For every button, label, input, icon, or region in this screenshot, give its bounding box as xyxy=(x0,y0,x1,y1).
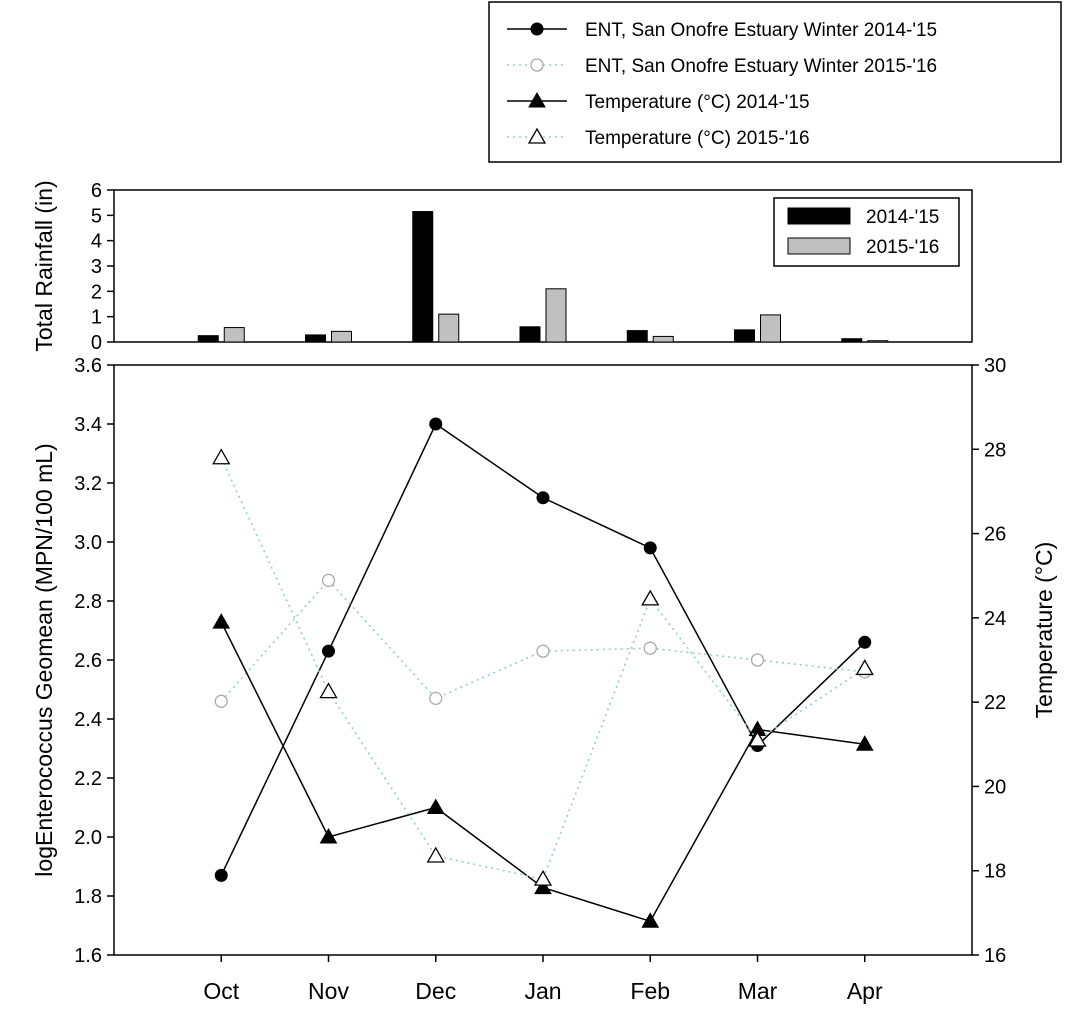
series-point xyxy=(214,694,228,708)
line-plot-frame xyxy=(113,364,973,956)
legend-label: ENT, San Onofre Estuary Winter 2015-'16 xyxy=(585,56,937,77)
series-point xyxy=(319,827,338,844)
rainfall-legend-label: 2014-'15 xyxy=(866,207,939,228)
series-point xyxy=(429,417,443,431)
rainfall-bar xyxy=(519,326,541,343)
rainfall-legend-label: 2015-'16 xyxy=(866,237,939,258)
left-y-tick-label: 3.6 xyxy=(74,355,102,377)
rainfall-y-tick-label: 3 xyxy=(91,256,102,278)
right-y-tick-label: 20 xyxy=(984,776,1006,798)
series-point xyxy=(858,635,872,649)
legend-label: Temperature (°C) 2015-'16 xyxy=(585,128,810,149)
legend-label: Temperature (°C) 2014-'15 xyxy=(585,92,810,113)
rainfall-legend-swatch xyxy=(787,207,851,225)
series-point xyxy=(426,798,445,814)
left-y-tick-label: 2.6 xyxy=(74,650,102,672)
rainfall-bar xyxy=(331,330,352,343)
legend-marker xyxy=(527,127,547,144)
rainfall-y-axis-title: Total Rainfall (in) xyxy=(31,180,57,351)
legend-marker xyxy=(530,58,544,72)
right-y-axis-title: Temperature (°C) xyxy=(1031,542,1057,719)
series-point xyxy=(641,912,660,928)
series-point xyxy=(536,644,550,658)
series-point xyxy=(855,735,874,751)
line-legend: ENT, San Onofre Estuary Winter 2014-'15 E… xyxy=(488,1,1062,163)
legend-label: ENT, San Onofre Estuary Winter 2014-'15 xyxy=(585,20,937,41)
left-y-tick-label: 1.6 xyxy=(74,945,102,967)
x-tick-label: Nov xyxy=(308,978,349,1004)
rainfall-bar xyxy=(545,288,567,343)
rainfall-bar xyxy=(305,334,326,343)
right-y-tick-label: 28 xyxy=(984,439,1006,461)
series-point xyxy=(748,730,767,747)
rainfall-bar xyxy=(841,338,863,343)
series-point xyxy=(533,869,553,886)
legend-marker xyxy=(528,91,546,108)
left-y-axis-title: logEnterococcus Geomean (MPN/100 mL) xyxy=(31,443,57,876)
rainfall-legend-swatch xyxy=(787,237,851,255)
rainfall-bar xyxy=(867,340,889,343)
rainfall-bar-panel: 0 1 2 3 4 5 6 Total Rainfall (in) 2014-'15 2015-'… xyxy=(31,180,973,354)
series-point xyxy=(643,541,657,555)
rainfall-bar xyxy=(438,313,460,343)
right-y-tick-label: 26 xyxy=(984,524,1006,546)
right-y-tick-label: 24 xyxy=(984,608,1006,630)
series-point xyxy=(212,613,231,629)
rainfall-bar xyxy=(652,335,674,343)
series-point xyxy=(212,448,231,465)
series-point xyxy=(855,659,874,676)
rainfall-bar xyxy=(197,335,219,343)
rainfall-y-tick-label: 5 xyxy=(91,205,102,227)
enterococcus-temperature-panel: 1.6 1.8 2.0 2.2 2.4 2.6 2.8 3.0 3.2 3.4 3.6 16 18 20 2… xyxy=(31,355,1057,1004)
rainfall-y-tick-label: 0 xyxy=(91,332,102,354)
series-point xyxy=(321,573,336,587)
x-tick-label: Mar xyxy=(738,978,778,1004)
legend-marker xyxy=(530,22,544,36)
series-point xyxy=(641,589,660,606)
rainfall-bar xyxy=(760,314,781,343)
rainfall-y-tick-label: 4 xyxy=(91,231,102,253)
series-point xyxy=(534,878,552,895)
right-y-tick-label: 16 xyxy=(984,945,1006,967)
series-point xyxy=(536,491,550,505)
x-tick-label: Apr xyxy=(847,978,883,1004)
series-point xyxy=(426,846,445,863)
series-point xyxy=(643,641,657,655)
left-y-tick-label: 2.8 xyxy=(74,591,102,613)
left-y-tick-label: 1.8 xyxy=(74,886,102,908)
series-point xyxy=(319,682,338,699)
left-y-tick-label: 3.2 xyxy=(74,473,102,495)
x-tick-label: Jan xyxy=(524,978,561,1004)
right-y-tick-label: 30 xyxy=(984,355,1006,377)
line-legend-box xyxy=(488,1,1062,163)
rainfall-bar xyxy=(626,330,648,343)
series-point xyxy=(750,653,765,667)
series-point xyxy=(322,644,335,658)
rainfall-bar xyxy=(734,329,755,343)
left-y-tick-label: 2.2 xyxy=(74,768,102,790)
series-line xyxy=(220,579,865,702)
left-y-tick-label: 2.4 xyxy=(74,709,102,731)
series-point xyxy=(214,868,228,882)
series-point xyxy=(429,691,443,705)
left-y-tick-label: 2.0 xyxy=(74,827,102,849)
rainfall-bar xyxy=(223,327,245,343)
x-tick-label: Dec xyxy=(415,978,456,1004)
right-y-tick-label: 18 xyxy=(984,861,1006,883)
rainfall-y-tick-label: 2 xyxy=(91,281,102,303)
rainfall-y-tick-label: 1 xyxy=(91,307,102,329)
rainfall-y-tick-label: 6 xyxy=(91,180,102,202)
right-y-tick-label: 22 xyxy=(984,692,1006,714)
rainfall-bar xyxy=(412,211,434,343)
x-tick-label: Oct xyxy=(203,978,239,1004)
x-tick-label: Feb xyxy=(630,978,670,1004)
left-y-tick-label: 3.4 xyxy=(74,414,102,436)
left-y-tick-label: 3.0 xyxy=(74,532,102,554)
